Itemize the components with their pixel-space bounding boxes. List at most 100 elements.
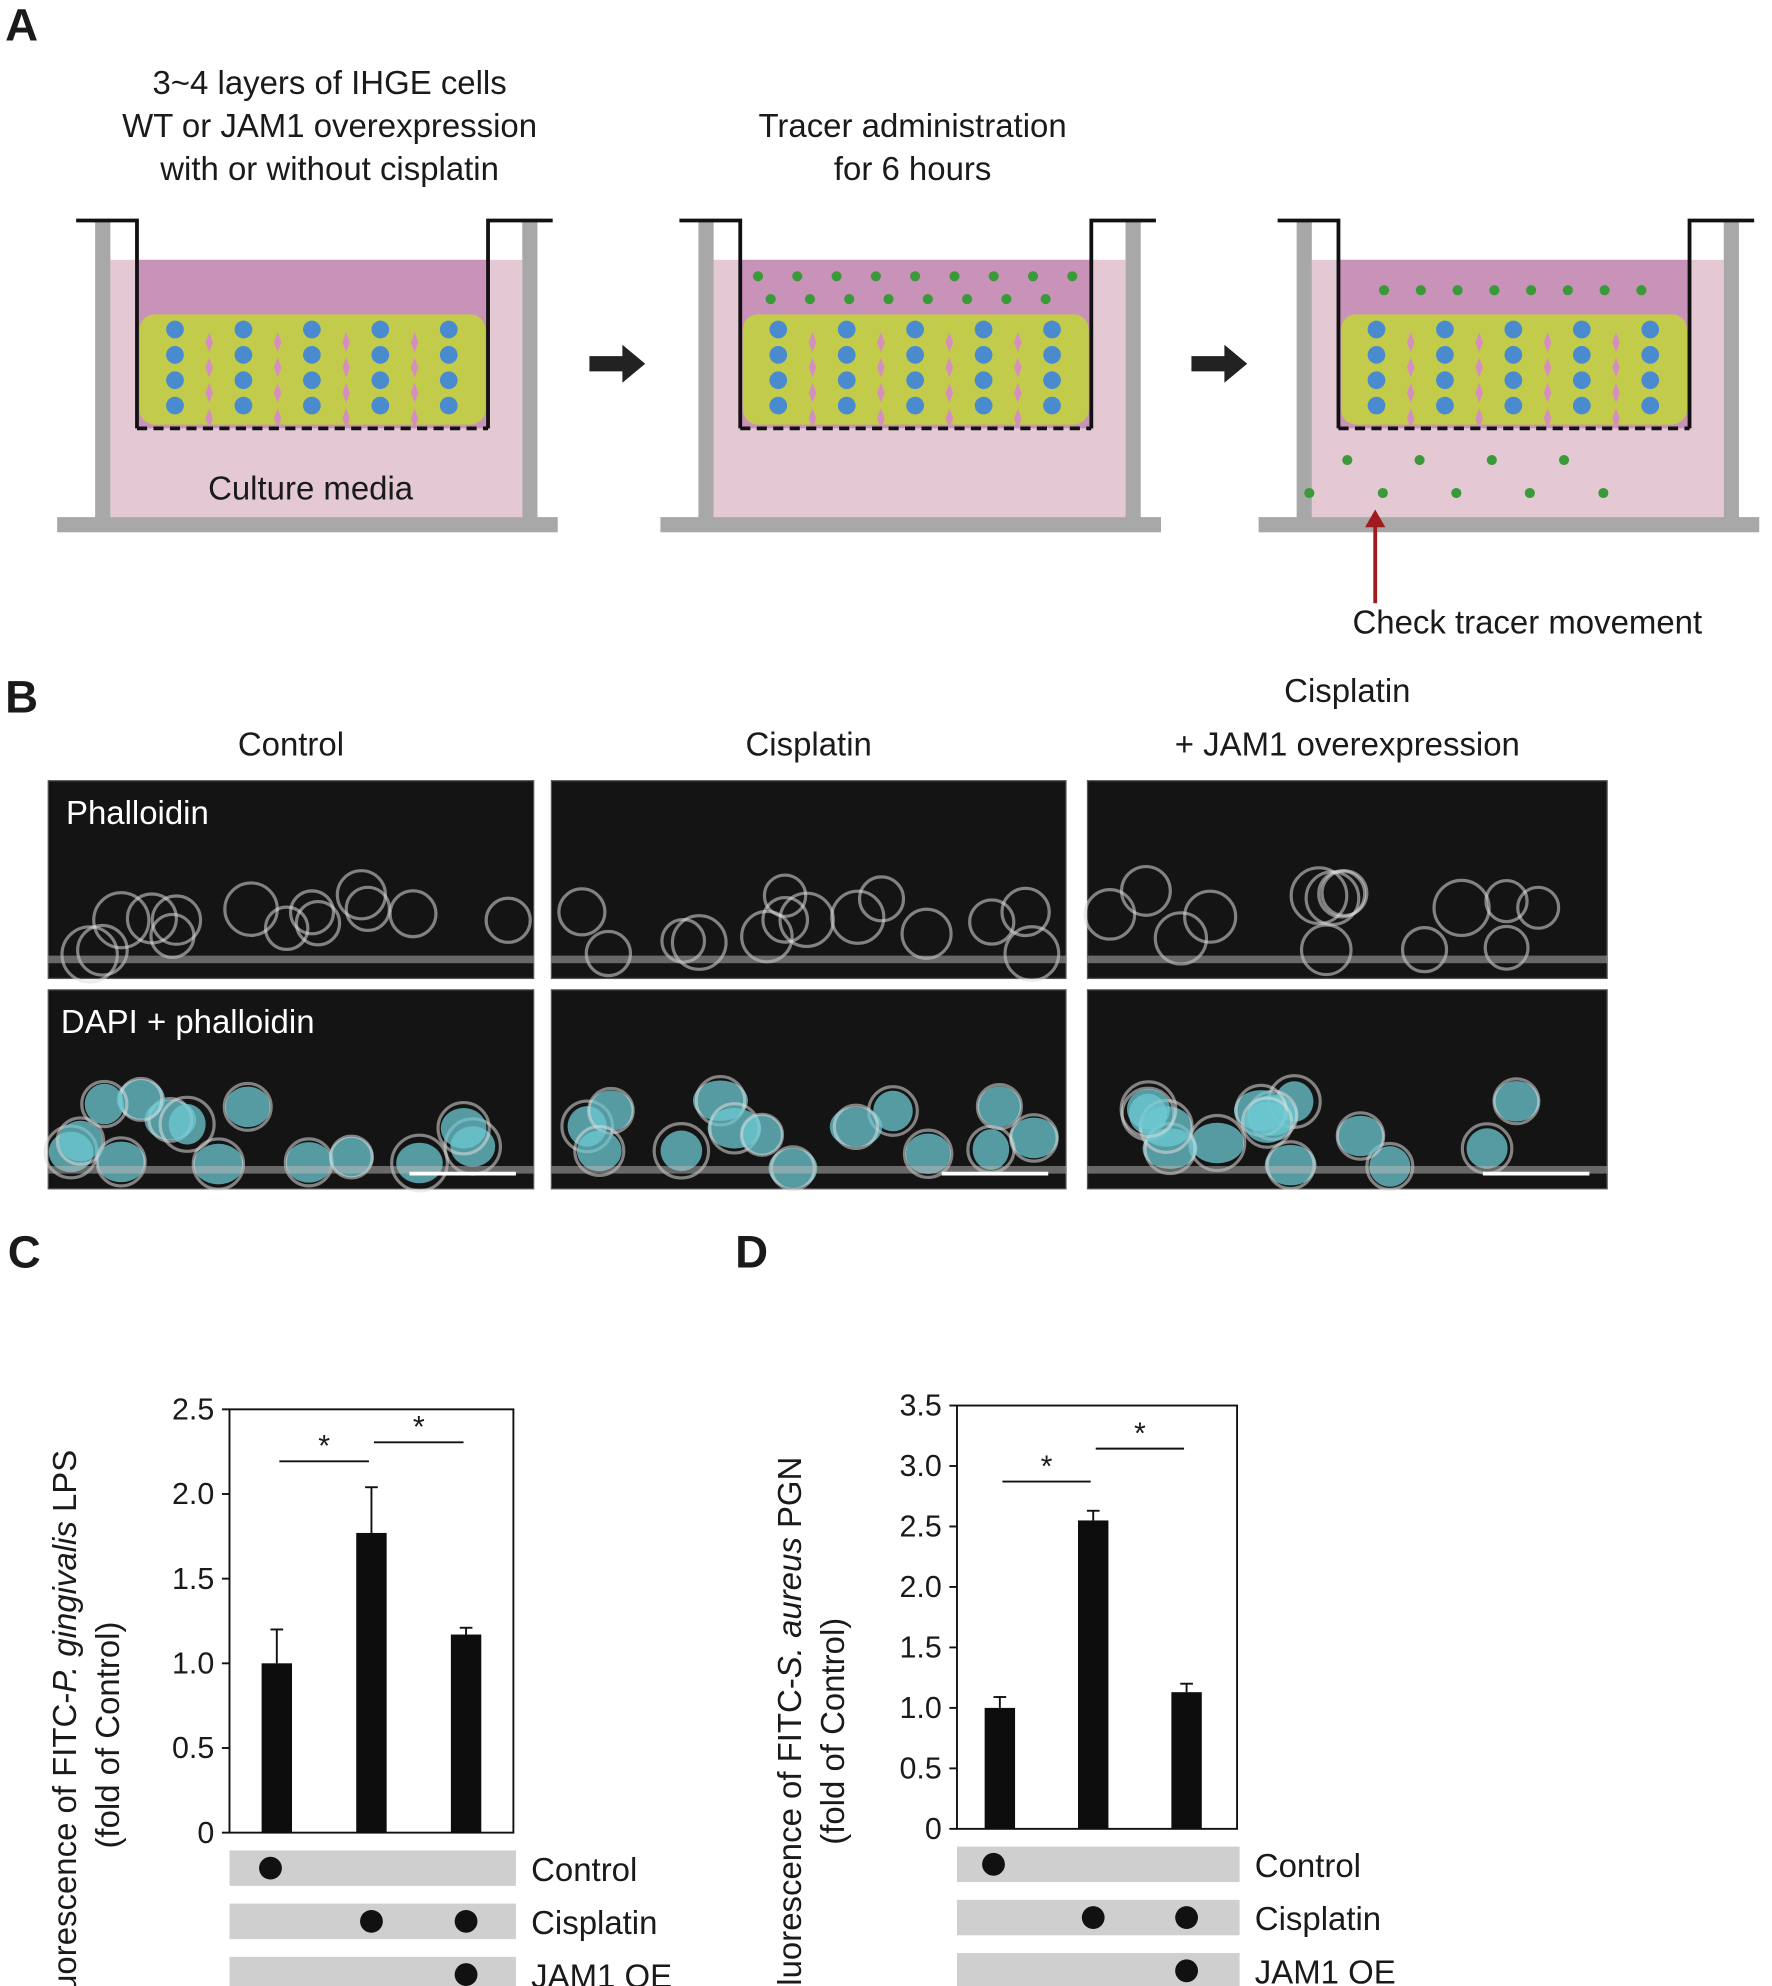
nucleus [769, 396, 788, 415]
nucleus [234, 320, 253, 339]
actin-ring [328, 1134, 374, 1180]
actin-ring [1083, 888, 1137, 941]
insert [679, 218, 1156, 429]
junction [1014, 357, 1022, 378]
nucleus [1367, 371, 1386, 390]
actin-ring [1484, 878, 1529, 924]
y-tick-label: 2.0 [899, 1570, 941, 1604]
nucleus [1572, 396, 1591, 415]
significance-label: * [1134, 1417, 1146, 1451]
tracer [1067, 271, 1078, 282]
nucleus [166, 396, 184, 415]
nucleus [1504, 345, 1523, 364]
junction [877, 382, 885, 404]
nucleus [166, 320, 184, 339]
actin-ring [968, 898, 1016, 946]
y-axis-label-line2: (fold of Control) [814, 1618, 851, 1845]
bar [984, 1707, 1016, 1829]
actin-ring [80, 1079, 129, 1129]
tracer [804, 294, 816, 305]
membrane-signal [551, 1165, 1066, 1174]
step-title: Tracer administration [759, 107, 1067, 144]
nucleus-stain [905, 1133, 951, 1175]
nucleus-stain [1466, 1128, 1508, 1169]
y-tick-label: 3.5 [899, 1389, 941, 1423]
bar [261, 1663, 293, 1833]
nucleus-stain [1264, 1144, 1317, 1186]
actin-ring [778, 891, 835, 949]
tracer [844, 294, 855, 305]
tracer [910, 271, 921, 282]
y-axis-label-part: S. aureus [771, 1537, 808, 1678]
nucleus [1641, 371, 1660, 390]
actin-ring [1516, 885, 1561, 930]
tracer [1379, 285, 1390, 296]
actin-ring [1003, 925, 1061, 982]
junction [205, 357, 214, 378]
nucleus [439, 371, 458, 390]
nucleus [371, 320, 390, 339]
actin-ring [652, 1122, 711, 1180]
actin-ring [60, 925, 119, 984]
actin-ring [95, 1136, 147, 1188]
nucleus-stain [193, 1143, 244, 1185]
junction [1406, 382, 1415, 404]
tracer [765, 294, 776, 305]
nucleus [166, 345, 184, 364]
y-tick-label: 2.0 [172, 1477, 214, 1511]
actin-ring [191, 1137, 246, 1191]
nucleus-stain [285, 1142, 332, 1183]
actin-ring [76, 923, 129, 977]
nucleus [906, 345, 925, 364]
junction [273, 408, 282, 429]
nucleus [837, 345, 856, 364]
nucleus [906, 371, 925, 390]
actin-ring [55, 1116, 106, 1166]
cell-layer [139, 314, 486, 425]
actin-ring [263, 905, 310, 952]
wall [1125, 219, 1141, 520]
base [57, 517, 558, 533]
junction [808, 408, 817, 429]
actin-ring [1492, 1077, 1541, 1126]
junction [1475, 382, 1483, 404]
nucleus [1367, 396, 1386, 415]
actin-ring [1289, 866, 1349, 926]
nucleus [837, 396, 856, 415]
significance-label: * [1041, 1450, 1053, 1484]
tracer [1486, 454, 1497, 466]
actin-ring [1265, 1140, 1316, 1191]
junction [1014, 382, 1022, 404]
nucleus [371, 345, 390, 364]
y-tick-label: 1.5 [899, 1631, 941, 1665]
junction [877, 332, 885, 353]
micrograph [1086, 780, 1608, 980]
row-label: Phalloidin [66, 794, 209, 831]
nucleus [303, 320, 321, 339]
wall [1296, 219, 1312, 520]
nucleus-stain [576, 1130, 622, 1172]
junction [205, 382, 214, 404]
actin-ring [739, 1112, 785, 1157]
condition-label: Cisplatin [531, 1904, 657, 1941]
tracer [1452, 285, 1463, 296]
nucleus-stain [225, 1086, 271, 1128]
step-title: with or without cisplatin [159, 150, 499, 187]
panel-label: D [735, 1226, 768, 1277]
nucleus [303, 396, 321, 415]
tracer [922, 294, 933, 305]
y-tick-label: 2.5 [172, 1392, 214, 1426]
nucleus [1367, 345, 1386, 364]
nucleus [439, 396, 458, 415]
nucleus-stain [1243, 1102, 1291, 1143]
nucleus [1043, 371, 1061, 390]
actin-ring [1241, 1096, 1294, 1149]
wall [1723, 219, 1739, 520]
y-tick-label: 0.5 [172, 1731, 214, 1765]
column-title: Cisplatin [746, 725, 872, 762]
wall [95, 219, 111, 520]
tracer [1524, 487, 1535, 499]
tracer [988, 271, 999, 282]
junction [410, 408, 419, 429]
condition-dot [1175, 1959, 1198, 1983]
